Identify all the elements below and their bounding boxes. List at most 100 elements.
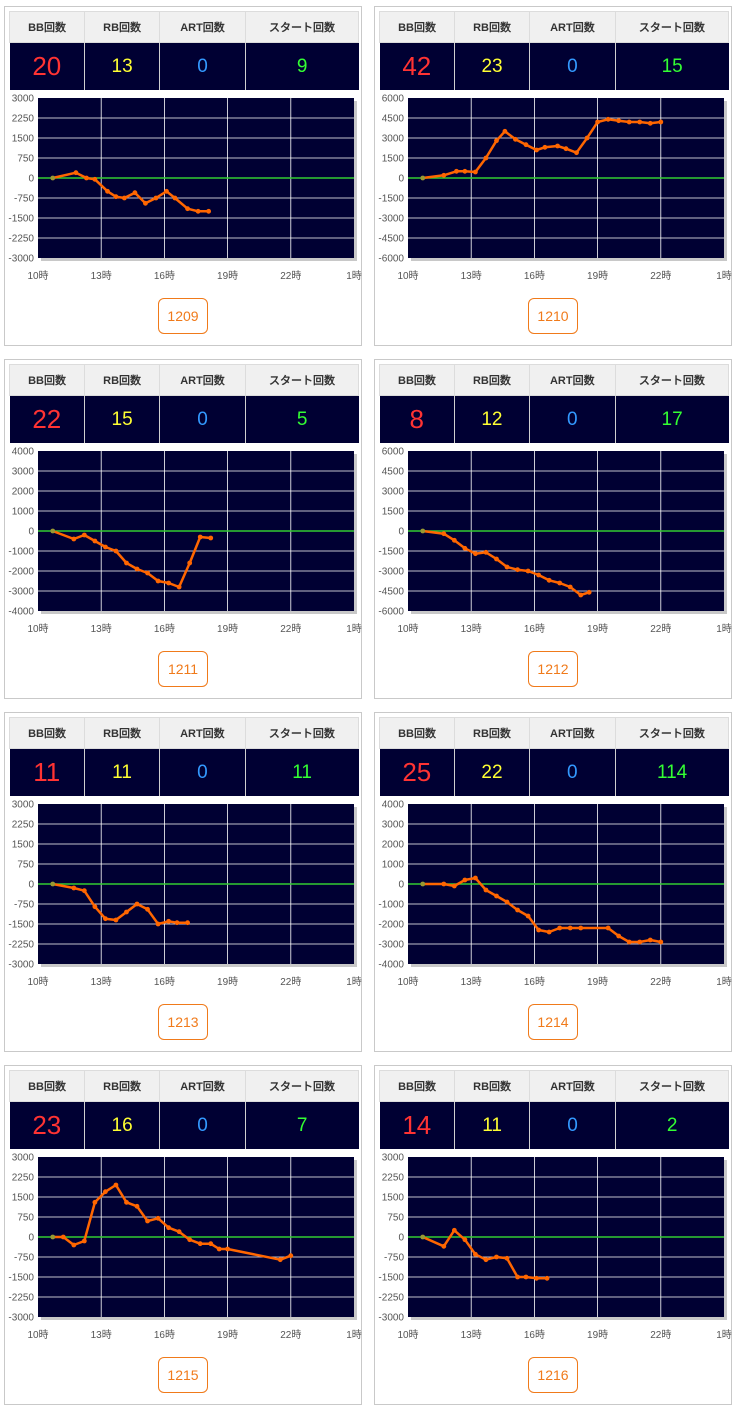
y-tick-label: 750 xyxy=(387,1213,404,1224)
data-point xyxy=(113,548,119,554)
stats-header-row: BB回数 RB回数 ART回数 スタート回数 xyxy=(8,1070,360,1102)
y-tick-label: -2000 xyxy=(8,567,34,578)
y-tick-label: 1500 xyxy=(12,134,35,145)
data-point xyxy=(134,1203,140,1209)
x-tick-label: 13時 xyxy=(91,270,112,282)
start-count: 2 xyxy=(614,1101,729,1149)
data-point xyxy=(81,888,87,894)
art-header: ART回数 xyxy=(529,1070,616,1102)
machine-number-button[interactable]: 1213 xyxy=(158,1004,208,1040)
machine-number-button[interactable]: 1209 xyxy=(158,298,208,334)
y-tick-label: 4000 xyxy=(382,800,405,811)
y-tick-label: 3000 xyxy=(12,94,35,105)
data-point xyxy=(525,913,531,919)
data-point xyxy=(523,1274,529,1280)
machine-number-button[interactable]: 1216 xyxy=(528,1357,578,1393)
stats-value-row: 23 16 0 7 xyxy=(9,1101,359,1149)
data-point xyxy=(124,909,129,915)
data-point xyxy=(483,155,489,161)
data-point xyxy=(71,1242,77,1248)
y-tick-label: -3000 xyxy=(8,587,34,598)
y-tick-label: -2250 xyxy=(8,940,34,951)
data-point xyxy=(542,144,548,150)
rb-count: 12 xyxy=(453,395,530,443)
data-point xyxy=(494,893,499,899)
data-point xyxy=(113,194,119,200)
data-point xyxy=(605,925,611,931)
slump-chart: 3000 2250 1500 750 0 -750 -1500 -2250 -3000 10時 13… xyxy=(8,1153,361,1342)
data-point xyxy=(166,580,172,586)
art-count: 0 xyxy=(528,395,616,443)
bb-header: BB回数 xyxy=(8,1070,86,1102)
stats-header-row: BB回数 RB回数 ART回数 スタート回数 xyxy=(8,717,360,749)
stats-header-row: BB回数 RB回数 ART回数 スタート回数 xyxy=(379,364,730,396)
data-point xyxy=(586,589,592,595)
data-point xyxy=(574,150,579,156)
data-point xyxy=(555,143,560,149)
machine-number-button[interactable]: 1212 xyxy=(528,651,578,687)
data-point xyxy=(473,1251,478,1257)
y-tick-label: -6000 xyxy=(378,607,404,618)
bb-count: 14 xyxy=(379,1101,455,1149)
data-point xyxy=(563,146,569,152)
x-tick-label: 22時 xyxy=(280,976,301,988)
rb-header: RB回数 xyxy=(84,11,161,43)
data-point xyxy=(441,531,447,537)
slump-chart: 3000 2250 1500 750 0 -750 -1500 -2250 -3000 10時 13… xyxy=(378,1153,731,1342)
data-point xyxy=(584,135,590,141)
data-point xyxy=(134,566,140,572)
data-point xyxy=(494,556,499,562)
data-point xyxy=(124,560,129,566)
stats-value-row: 20 13 0 9 xyxy=(9,42,359,90)
data-point xyxy=(616,118,622,124)
machine-number-button[interactable]: 1214 xyxy=(528,1004,578,1040)
x-tick-label: 16時 xyxy=(524,1329,545,1341)
x-tick-label: 19時 xyxy=(587,1329,608,1341)
data-point xyxy=(626,119,632,125)
start-count: 9 xyxy=(244,42,359,90)
data-point xyxy=(504,899,510,905)
data-point xyxy=(92,904,98,910)
y-tick-label: 2250 xyxy=(12,820,35,831)
data-point xyxy=(145,570,150,576)
y-tick-label: -1000 xyxy=(378,900,404,911)
data-point xyxy=(637,939,643,945)
rb-header: RB回数 xyxy=(84,1070,161,1102)
y-tick-label: 750 xyxy=(17,860,34,871)
y-tick-label: 1500 xyxy=(382,1193,405,1204)
machine-number-button[interactable]: 1210 xyxy=(528,298,578,334)
bb-header: BB回数 xyxy=(378,11,456,43)
data-point xyxy=(420,881,426,887)
machine-number-button[interactable]: 1211 xyxy=(158,651,208,687)
x-tick-label: 10時 xyxy=(27,976,48,988)
x-tick-label: 16時 xyxy=(524,623,545,635)
x-tick-label: 1時 xyxy=(346,270,362,282)
start-count: 5 xyxy=(244,395,359,443)
rb-count: 13 xyxy=(84,42,160,90)
data-point xyxy=(483,887,489,893)
x-tick-label: 13時 xyxy=(461,1329,482,1341)
x-tick-label: 19時 xyxy=(587,270,608,282)
x-tick-label: 22時 xyxy=(650,623,671,635)
y-tick-label: 1000 xyxy=(12,507,35,518)
data-point xyxy=(605,116,611,122)
data-point xyxy=(113,917,119,923)
machine-number-button[interactable]: 1215 xyxy=(158,1357,208,1393)
data-point xyxy=(132,190,138,196)
bb-header: BB回数 xyxy=(378,1070,456,1102)
stats-table: BB回数 RB回数 ART回数 スタート回数 22 15 0 5 xyxy=(8,364,360,443)
data-point xyxy=(473,875,478,881)
data-point xyxy=(103,1189,108,1195)
rb-header: RB回数 xyxy=(454,11,531,43)
rb-count: 23 xyxy=(454,42,530,90)
series-line xyxy=(422,529,590,597)
x-tick-label: 16時 xyxy=(524,270,545,282)
slump-chart: 4000 3000 2000 1000 0 -1000 -2000 -3000 -4000 10時… xyxy=(8,447,361,636)
rb-count: 11 xyxy=(84,748,160,796)
data-point xyxy=(81,532,87,538)
data-point xyxy=(155,1215,161,1221)
data-point xyxy=(208,535,214,541)
data-point xyxy=(124,1199,129,1205)
data-point xyxy=(81,1238,87,1244)
data-point xyxy=(441,172,447,178)
